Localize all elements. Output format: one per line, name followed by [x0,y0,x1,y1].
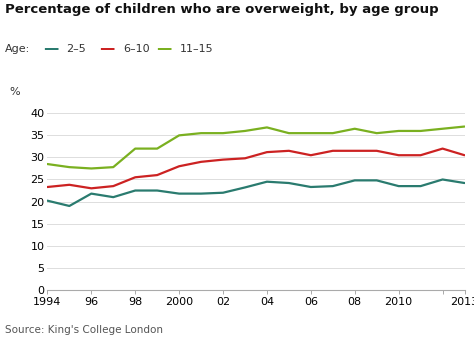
2–5 [45,198,50,203]
6–10 [308,153,314,157]
2–5 [242,185,248,189]
6–10 [176,164,182,168]
6–10 [330,149,336,153]
11–15 [66,165,72,169]
11–15 [155,147,160,151]
11–15 [176,133,182,137]
Text: %: % [10,87,20,97]
2–5 [440,178,446,182]
11–15 [110,165,116,169]
11–15 [418,129,423,133]
Text: Age:: Age: [5,44,30,54]
6–10 [440,147,446,151]
Text: Percentage of children who are overweight, by age group: Percentage of children who are overweigh… [5,3,438,17]
11–15 [132,147,138,151]
Line: 2–5: 2–5 [47,180,465,206]
6–10 [396,153,401,157]
11–15 [396,129,401,133]
11–15 [352,127,357,131]
2–5 [66,204,72,208]
2–5 [220,191,226,195]
11–15 [242,129,248,133]
2–5 [286,181,292,185]
Text: —: — [43,41,58,56]
2–5 [264,180,270,184]
2–5 [352,178,357,182]
2–5 [330,184,336,188]
11–15 [45,162,50,166]
6–10 [374,149,380,153]
2–5 [308,185,314,189]
11–15 [440,127,446,131]
6–10 [66,183,72,187]
11–15 [89,166,94,171]
2–5 [176,192,182,196]
2–5 [396,184,401,188]
6–10 [264,150,270,154]
11–15 [462,124,467,128]
11–15 [198,131,204,135]
Line: 11–15: 11–15 [47,126,465,168]
Text: Source: King's College London: Source: King's College London [5,325,163,335]
11–15 [220,131,226,135]
6–10 [132,175,138,179]
6–10 [155,173,160,177]
2–5 [89,192,94,196]
2–5 [155,188,160,192]
6–10 [418,153,423,157]
6–10 [242,156,248,160]
Text: —: — [100,41,115,56]
Text: 6–10: 6–10 [123,44,150,54]
6–10 [220,158,226,162]
6–10 [286,149,292,153]
Text: —: — [156,41,172,56]
6–10 [110,184,116,188]
2–5 [198,192,204,196]
2–5 [110,195,116,199]
11–15 [374,131,380,135]
11–15 [308,131,314,135]
Text: 2–5: 2–5 [66,44,86,54]
6–10 [462,153,467,157]
Text: 11–15: 11–15 [180,44,214,54]
11–15 [264,125,270,129]
2–5 [462,181,467,185]
11–15 [330,131,336,135]
Line: 6–10: 6–10 [47,149,465,188]
2–5 [418,184,423,188]
6–10 [89,186,94,190]
2–5 [132,188,138,192]
2–5 [374,178,380,182]
11–15 [286,131,292,135]
6–10 [198,160,204,164]
6–10 [45,185,50,189]
6–10 [352,149,357,153]
